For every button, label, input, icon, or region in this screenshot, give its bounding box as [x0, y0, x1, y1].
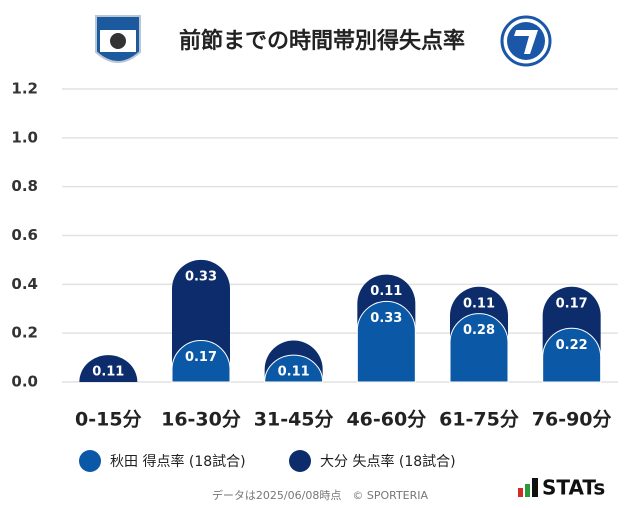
bar [79, 355, 138, 382]
bar [264, 354, 324, 383]
away-logo [500, 15, 552, 67]
bar [356, 301, 416, 383]
x-tick-label: 46-60分 [346, 409, 426, 431]
y-tick-label: 0.6 [11, 226, 38, 244]
value-label: 0.11 [370, 284, 402, 299]
value-label: 0.33 [370, 311, 402, 326]
brand: STATs [542, 476, 605, 500]
y-tick-label: 0.2 [11, 324, 38, 342]
value-label: 0.11 [463, 296, 495, 311]
y-tick-label: 1.0 [11, 128, 38, 146]
bar [449, 313, 509, 383]
legend-swatch [289, 450, 311, 472]
brand-logo [518, 478, 538, 497]
y-tick-label: 1.2 [11, 80, 38, 98]
x-tick-label: 61-75分 [439, 409, 519, 431]
legend-label: 大分 失点率 (18試合) [320, 453, 456, 470]
footer: データは2025/06/08時点 © SPORTERIA [212, 488, 429, 502]
x-tick-label: 76-90分 [532, 409, 612, 431]
value-label: 0.28 [463, 323, 495, 338]
x-tick-label: 31-45分 [254, 409, 334, 431]
y-tick-label: 0.4 [11, 275, 38, 293]
bar [171, 340, 231, 383]
x-tick-label: 0-15分 [75, 409, 142, 431]
value-label: 0.11 [278, 365, 310, 380]
x-tick-label: 16-30分 [161, 409, 241, 431]
value-label: 0.17 [185, 350, 217, 365]
y-tick-label: 0.8 [11, 177, 38, 195]
chart-title: 前節までの時間帯別得失点率 [179, 28, 465, 54]
home-logo [95, 15, 141, 63]
legend-label: 秋田 得点率 (18試合) [110, 453, 246, 470]
value-label: 0.22 [556, 338, 588, 353]
value-label: 0.11 [92, 365, 124, 380]
value-label: 0.17 [556, 296, 588, 311]
y-tick-label: 0.0 [11, 373, 38, 391]
bar [542, 327, 602, 383]
value-label: 0.33 [185, 269, 217, 284]
legend-swatch [79, 450, 101, 472]
